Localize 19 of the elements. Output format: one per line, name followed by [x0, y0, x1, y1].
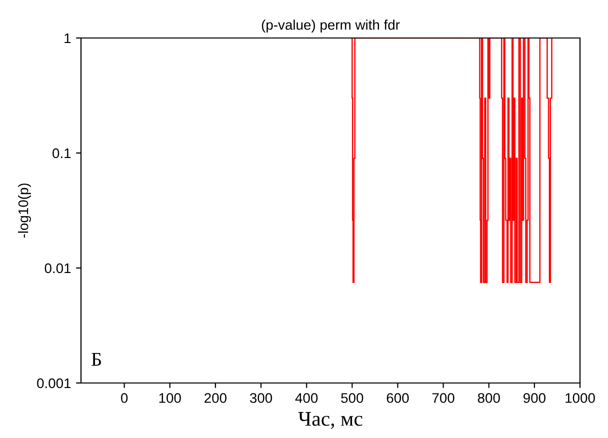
x-tick-label: 300	[250, 393, 272, 403]
x-axis-title: Час, мс	[298, 412, 362, 429]
x-tick-label: 500	[341, 393, 364, 403]
x-tick-label: 200	[204, 393, 226, 403]
y-axis-title: -log10(p)	[18, 184, 31, 238]
annotation: Б	[92, 353, 102, 366]
y-tick-label: 0.001	[37, 378, 71, 388]
y-tick-label: 1	[64, 33, 71, 44]
x-tick-label: 800	[478, 393, 500, 403]
x-tick-label: 100	[159, 393, 181, 403]
x-tick-label: 1000	[566, 393, 595, 403]
x-tick-label: 900	[523, 393, 546, 403]
y-tick-label: 0.01	[44, 263, 71, 274]
x-tick-label: 0	[120, 393, 128, 403]
x-tick-label: 700	[432, 393, 454, 403]
chart-title: (p-value) perm with fdr	[262, 20, 400, 33]
x-tick-label: 400	[295, 393, 318, 403]
x-tick-label: 600	[386, 393, 409, 403]
y-tick-label: 0.1	[52, 148, 71, 158]
